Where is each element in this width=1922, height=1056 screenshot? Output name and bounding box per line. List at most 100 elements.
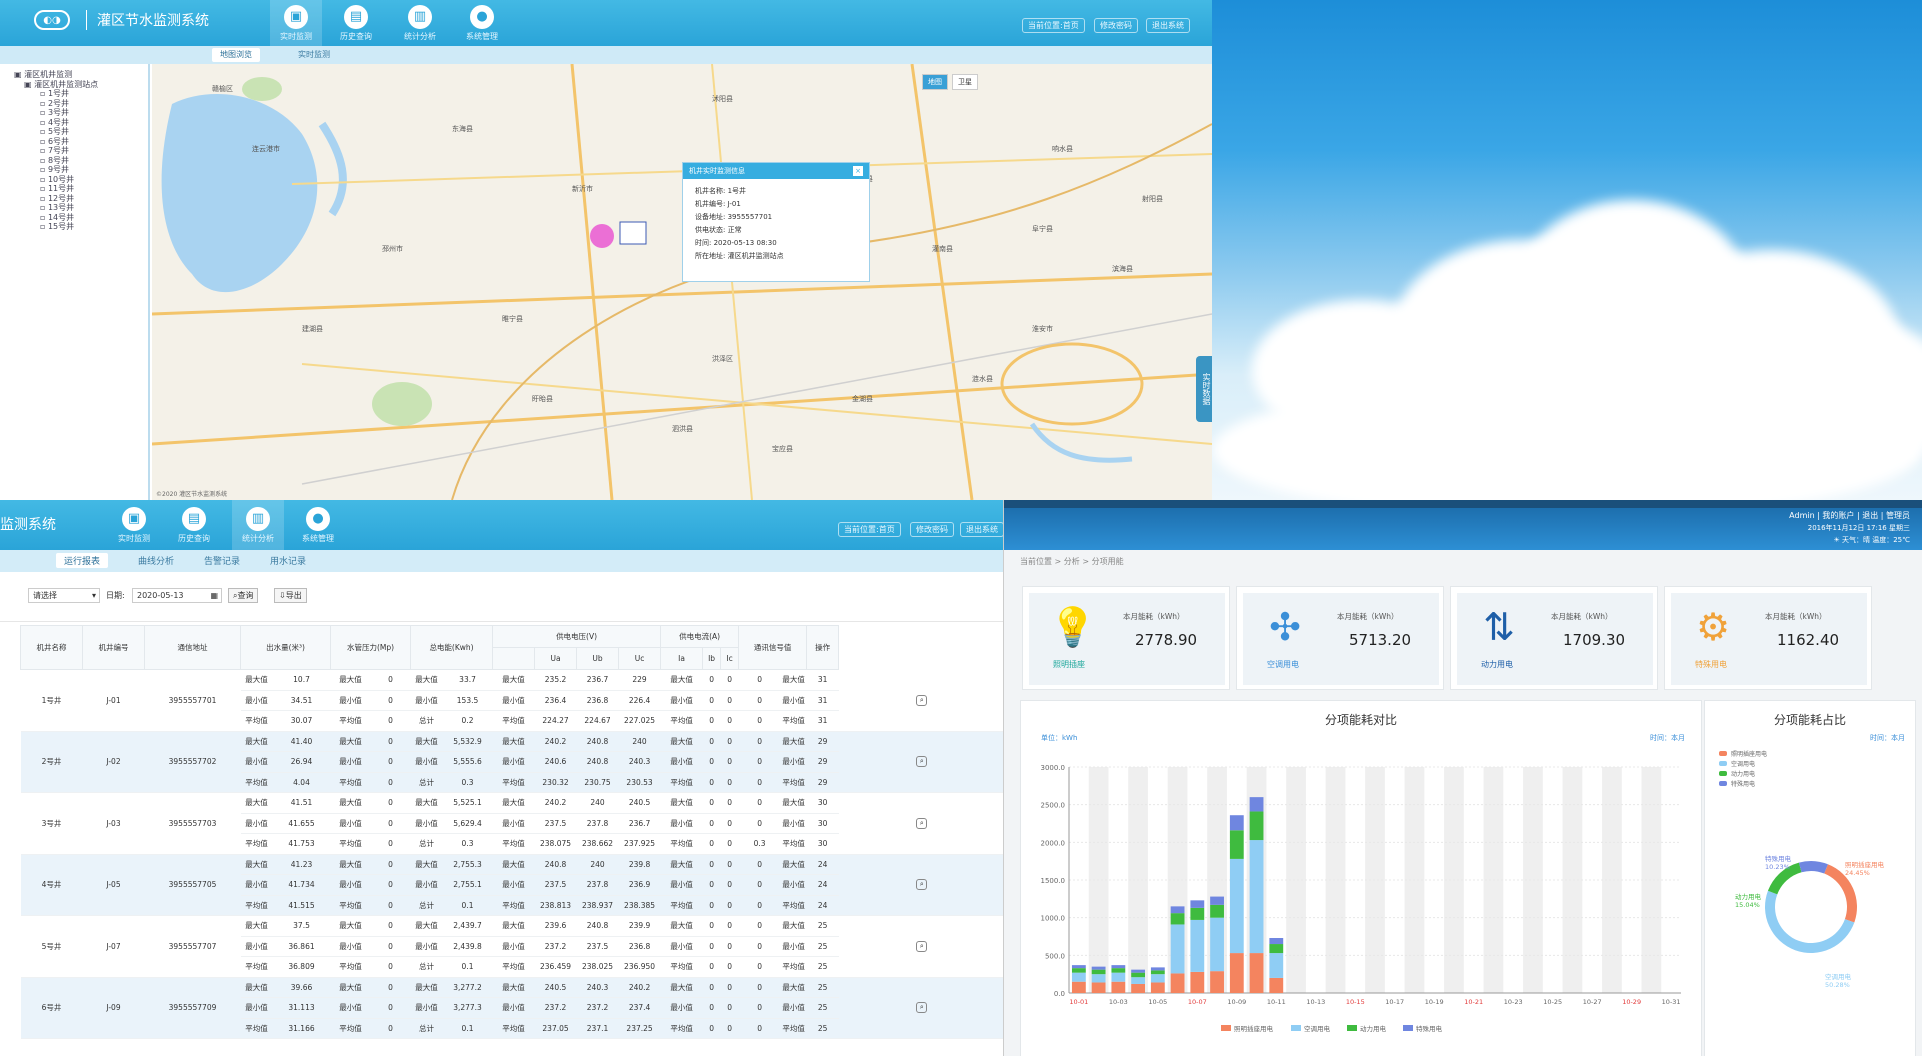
tree-item[interactable]: ▫ 10号井	[40, 174, 75, 184]
export-button[interactable]: ⇩导出	[274, 588, 307, 603]
tab-run-report[interactable]: 运行报表	[56, 553, 109, 568]
ring-road	[1000, 342, 1144, 426]
popup-close-icon[interactable]: ×	[853, 166, 863, 176]
view-detail-icon[interactable]: ⌕	[916, 756, 928, 768]
tree-item[interactable]: ▫ 11号井	[40, 184, 75, 193]
cell-sublabel: 最小值	[330, 813, 371, 834]
kpi-card[interactable]: ⚙ 特殊用电 本月能耗（kWh） 1162.40	[1664, 586, 1872, 690]
tab-map-browse[interactable]: 地图浏览	[212, 48, 260, 62]
nav-statistics[interactable]: ▥ 统计分析	[232, 500, 284, 550]
nav-system[interactable]: ● 系统管理	[292, 500, 344, 550]
tree-root[interactable]: ▣ 灌区机井监测	[14, 70, 73, 79]
tree-item[interactable]: ▫ 8号井	[40, 155, 70, 165]
cell-flow: 41.753	[272, 833, 331, 855]
tree-item[interactable]: ▫ 14号井	[40, 212, 75, 222]
top-link-logout[interactable]: 退出系统	[1146, 18, 1190, 33]
view-detail-icon[interactable]: ⌕	[916, 817, 928, 829]
legend-label: 动力用电	[1360, 1024, 1387, 1033]
tree-item[interactable]: ▫ 2号井	[40, 98, 70, 108]
highway-2	[152, 372, 1212, 446]
cell-sublabel: 平均值	[492, 895, 535, 916]
date-input[interactable]: 2020-05-13 ▦	[132, 588, 222, 603]
tree-item[interactable]: ▫ 9号井	[40, 165, 70, 174]
cell-ic: 0	[738, 792, 781, 814]
top-link-password[interactable]: 修改密码	[1094, 18, 1138, 33]
map-type-map-button[interactable]: 地图	[922, 74, 948, 90]
tab-realtime[interactable]: 实时监测	[298, 50, 330, 59]
tree-item[interactable]: ▫ 7号井	[40, 146, 70, 155]
cell-sublabel: 最大值	[660, 854, 703, 875]
cell-power: 33.7	[442, 669, 493, 691]
nav-history[interactable]: ▤ 历史查询	[168, 500, 220, 550]
cell-ua: 238.075	[534, 833, 577, 855]
cell-signal: 25	[806, 997, 839, 1019]
th-signal: 通讯信号值	[738, 625, 808, 670]
tree-item-label: 14号井	[47, 212, 75, 222]
bar-segment	[1190, 919, 1205, 972]
tree-item-label: 6号井	[47, 136, 70, 146]
top-link-logout[interactable]: 退出系统	[960, 522, 1003, 537]
realtime-data-side-tab[interactable]: 实时数据	[1196, 356, 1212, 422]
cell-flow: 41.515	[272, 895, 331, 916]
view-detail-icon[interactable]: ⌕	[916, 1002, 928, 1014]
tree-group[interactable]: ▣ 灌区机井监测站点	[24, 79, 99, 89]
kpi-card[interactable]: ✣ 空调用电 本月能耗（kWh） 5713.20	[1236, 586, 1444, 690]
top-link-password[interactable]: 修改密码	[910, 522, 954, 537]
cell-sublabel: 平均值	[660, 1018, 703, 1039]
tree-item[interactable]: ▫ 15号井	[40, 222, 75, 231]
bar-chart-svg: 0.0 500.0 1000.0 1500.0 2000.0 2500.0 3000.0 10…	[1041, 764, 1681, 1033]
tree-item[interactable]: ▫ 1号井	[40, 89, 70, 98]
cell-uc: 239.9	[618, 915, 661, 937]
top-link-location[interactable]: 当前位置:首页	[1022, 18, 1085, 33]
view-detail-icon[interactable]: ⌕	[916, 940, 928, 952]
table-row: 4号井 J-05 3955557705 最大值 41.23 最大值 0 最大值 2,755.3 最…	[20, 854, 1003, 916]
cell-ia: 0	[702, 936, 721, 957]
tree-item[interactable]: ▫ 4号井	[40, 117, 70, 127]
cell-pressure: 0	[370, 813, 411, 834]
map-canvas[interactable]: 赣榆区连云港市东海县沭阳县灌云县淮安市宿迁市泗洪县新沂市邳州市睢宁县灌南县响水县…	[152, 64, 1212, 500]
kpi-card[interactable]: 💡 照明插座 本月能耗（kWh） 2778.90	[1022, 586, 1230, 690]
cell-sublabel: 最小值	[240, 751, 273, 773]
tab-water-records[interactable]: 用水记录	[270, 557, 307, 567]
tree-item[interactable]: ▫ 3号井	[40, 108, 70, 117]
nav-history[interactable]: ▤ 历史查询	[330, 0, 382, 46]
tab-curve-analysis[interactable]: 曲线分析	[138, 557, 175, 567]
bar-segment	[1150, 970, 1165, 975]
pie-slice-percent: 50.28%	[1825, 981, 1850, 989]
tree-item[interactable]: ▫ 6号井	[40, 136, 70, 146]
y-tick-label: 2500.0	[1041, 802, 1066, 810]
tree-item[interactable]: ▫ 13号井	[40, 203, 75, 212]
cell-ib: 0	[720, 669, 739, 691]
top-link-location[interactable]: 当前位置:首页	[838, 522, 901, 537]
kpi-card[interactable]: ⇅ 动力用电 本月能耗（kWh） 1709.30	[1450, 586, 1658, 690]
cell-sublabel: 最大值	[330, 915, 371, 937]
nav-realtime[interactable]: ▣ 实时监测	[270, 0, 322, 46]
energy-dashboard-window: Admin | 我的账户 | 退出 | 管理员 2016年11月12日 17:1…	[1004, 500, 1922, 1056]
user-links[interactable]: Admin | 我的账户 | 退出 | 管理员	[1789, 511, 1910, 520]
search-button[interactable]: ⌕查询	[228, 588, 259, 603]
nav-realtime[interactable]: ▣ 实时监测	[108, 500, 160, 550]
tree-item[interactable]: ▫ 5号井	[40, 127, 70, 136]
cell-name: 4号井	[20, 854, 83, 916]
cell-ua: 240.2	[534, 731, 577, 752]
tree-item[interactable]: ▫ 12号井	[40, 193, 75, 203]
bar-segment	[1111, 981, 1126, 993]
nav-statistics[interactable]: ▥ 统计分析	[394, 0, 446, 46]
map-type-satellite-button[interactable]: 卫星	[952, 74, 978, 90]
cell-addr: 3955557703	[144, 792, 241, 855]
cell-ic: 0	[738, 1018, 781, 1039]
cell-ib: 0	[720, 936, 739, 957]
x-tick-label: 10-01	[1069, 998, 1088, 1006]
nav-system[interactable]: ● 系统管理	[456, 0, 508, 46]
view-detail-icon[interactable]: ⌕	[916, 879, 928, 891]
cell-sublabel: 最小值	[240, 874, 273, 896]
station-select[interactable]: 请选择 ▾	[28, 588, 100, 603]
chart-icon: ▥	[246, 506, 270, 531]
bar-segment	[1170, 913, 1185, 925]
cell-addr: 3955557702	[144, 731, 241, 793]
cell-power: 0.2	[442, 710, 493, 732]
cell-uc: 236.9	[618, 874, 661, 896]
view-detail-icon[interactable]: ⌕	[916, 694, 928, 706]
tab-alarm-records[interactable]: 告警记录	[204, 557, 241, 567]
